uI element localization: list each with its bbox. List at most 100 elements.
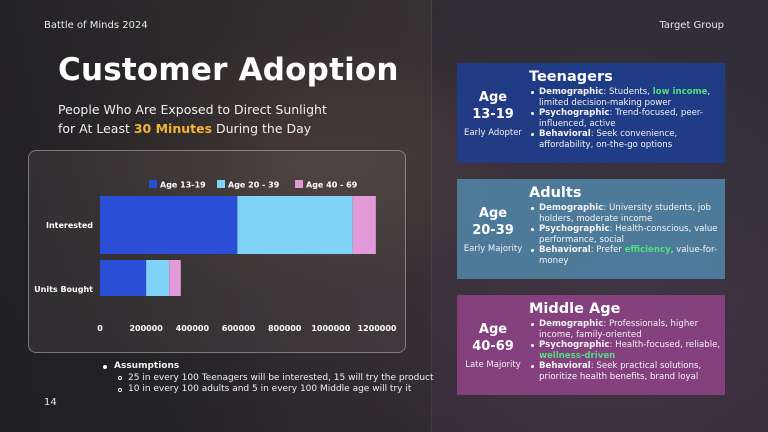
segment-info: Teenagers Demographic: Students, low inc…	[529, 63, 725, 163]
legend-swatch	[217, 180, 225, 188]
section-name: Target Group	[659, 20, 724, 31]
assumption-item: 10 in every 100 adults and 5 in every 10…	[104, 384, 434, 396]
attr-text: : Professionals, higher income, family-o…	[539, 319, 699, 340]
age-label: Age 13-19	[472, 89, 514, 123]
segment-title: Adults	[529, 185, 582, 201]
bar-segment	[352, 196, 376, 254]
assumptions: Assumptions 25 in every 100 Teenagers wi…	[103, 361, 434, 396]
assumption-item-text: 25 in every 100 Teenagers will be intere…	[128, 372, 434, 383]
segment-info: Middle Age Demographic: Professionals, h…	[529, 295, 725, 395]
circle-bullet-icon	[118, 376, 122, 381]
bar-segment	[100, 260, 147, 296]
segment-attributes: Demographic: University students, job ho…	[529, 203, 725, 267]
assumption-item-text: 10 in every 100 adults and 5 in every 10…	[128, 384, 412, 394]
bullet-icon	[103, 364, 107, 369]
page-title: Customer Adoption	[58, 52, 399, 88]
demographic-item: Demographic: Professionals, higher incom…	[529, 319, 725, 340]
attr-highlight: low income	[652, 87, 708, 97]
adopter-stage: Early Adopter	[464, 127, 522, 138]
behavioral-item: Behavioral: Seek convenience, affordabil…	[529, 129, 725, 150]
psychographic-item: Psychographic: Trend-focused, peer-influ…	[529, 108, 725, 129]
attr-label: Psychographic	[539, 108, 610, 119]
age-label-word: Age	[478, 89, 508, 105]
age-range: 20-39	[472, 222, 514, 238]
psychographic-item: Psychographic: Health-focused, reliable,…	[529, 340, 725, 361]
x-tick-label: 0	[97, 324, 103, 333]
attr-highlight: efficiency	[624, 245, 671, 256]
segment-attributes: Demographic: Professionals, higher incom…	[529, 319, 725, 383]
x-tick-label: 800000	[268, 324, 302, 333]
attr-text: : Health-conscious, value performance, s…	[539, 224, 718, 245]
attr-text: : Prefer	[590, 245, 625, 256]
segment-age: Age 40-69 Late Majority	[457, 295, 529, 395]
segment-info: Adults Demographic: University students,…	[529, 179, 725, 279]
behavioral-item: Behavioral: Seek practical solutions, pr…	[529, 361, 725, 382]
age-range: 40-69	[472, 338, 514, 354]
attr-text: : University students, job holders, mode…	[539, 203, 711, 224]
legend-label: Age 20 - 39	[228, 181, 280, 190]
x-tick-label: 400000	[176, 324, 210, 333]
age-label: Age 40-69	[472, 321, 514, 355]
x-tick-label: 1000000	[311, 324, 350, 333]
age-label: Age 20-39	[472, 205, 514, 239]
adoption-bar-chart: Age 13-19 Age 20 - 39 Age 40 - 69 Intereste…	[34, 180, 397, 333]
subtitle-line2-pre: for At Least	[58, 121, 134, 136]
segment-title: Middle Age	[529, 301, 621, 317]
page-subtitle: People Who Are Exposed to Direct Sunligh…	[58, 100, 358, 138]
age-label-word: Age	[478, 205, 508, 221]
attr-label: Demographic	[539, 319, 604, 329]
demographic-item: Demographic: Students, low income, limit…	[529, 87, 725, 108]
legend-label: Age 13-19	[160, 181, 206, 190]
chart-panel: Age 13-19 Age 20 - 39 Age 40 - 69 Intereste…	[28, 150, 406, 353]
attr-label: Psychographic	[539, 340, 610, 351]
category-label: Interested	[46, 221, 93, 230]
attr-label: Behavioral	[539, 245, 591, 256]
segment-age: Age 13-19 Early Adopter	[457, 63, 529, 163]
circle-bullet-icon	[118, 387, 122, 392]
behavioral-item: Behavioral: Prefer efficiency, value-for…	[529, 245, 725, 266]
segment-card-middle-age: Age 40-69 Late Majority Middle Age Demogr…	[457, 295, 725, 395]
legend-swatch	[149, 180, 157, 188]
segment-card-adults: Age 20-39 Early Majority Adults Demograph…	[457, 179, 725, 279]
attr-label: Behavioral	[539, 361, 591, 372]
segment-title: Teenagers	[529, 69, 613, 85]
attr-highlight: wellness-driven	[539, 350, 616, 361]
slide-divider	[431, 0, 432, 432]
attr-label: Behavioral	[539, 129, 591, 140]
subtitle-line2-post: During the Day	[212, 121, 312, 136]
attr-label: Demographic	[539, 203, 604, 213]
age-range: 13-19	[472, 106, 514, 122]
subtitle-highlight: 30 Minutes	[133, 121, 213, 136]
attr-label: Demographic	[539, 87, 604, 97]
segment-card-teenagers: Age 13-19 Early Adopter Teenagers Demogra…	[457, 63, 725, 163]
legend-label: Age 40 - 69	[306, 181, 358, 190]
attr-text: : Seek convenience, affordability, on-th…	[539, 129, 678, 150]
assumptions-heading-text: Assumptions	[114, 361, 180, 371]
x-tick-label: 1200000	[358, 324, 397, 333]
bar-segment	[169, 260, 181, 296]
attr-text: , limited decision-making power	[539, 87, 711, 108]
attr-text: : Trend-focused, peer-influenced, active	[539, 108, 703, 129]
event-name: Battle of Minds 2024	[44, 20, 148, 31]
attr-text: : Health-focused, reliable,	[609, 340, 721, 351]
adopter-stage: Late Majority	[465, 359, 521, 370]
adopter-stage: Early Majority	[463, 243, 523, 254]
segment-attributes: Demographic: Students, low income, limit…	[529, 87, 725, 151]
psychographic-item: Psychographic: Health-conscious, value p…	[529, 224, 725, 245]
legend-swatch	[295, 180, 303, 188]
x-tick-label: 200000	[129, 324, 163, 333]
attr-text: : Students,	[603, 87, 653, 97]
segment-age: Age 20-39 Early Majority	[457, 179, 529, 279]
attr-text: : Seek practical solutions, prioritize h…	[539, 361, 702, 382]
page-number: 14	[44, 397, 57, 408]
assumptions-heading: Assumptions	[103, 361, 434, 373]
bar-segment	[237, 196, 353, 254]
demographic-item: Demographic: University students, job ho…	[529, 203, 725, 224]
subtitle-line1: People Who Are Exposed to Direct Sunligh…	[58, 102, 327, 117]
age-label-word: Age	[478, 321, 508, 337]
attr-label: Psychographic	[539, 224, 610, 235]
bar-segment	[146, 260, 170, 296]
assumption-item: 25 in every 100 Teenagers will be intere…	[104, 373, 434, 385]
x-tick-label: 600000	[222, 324, 256, 333]
